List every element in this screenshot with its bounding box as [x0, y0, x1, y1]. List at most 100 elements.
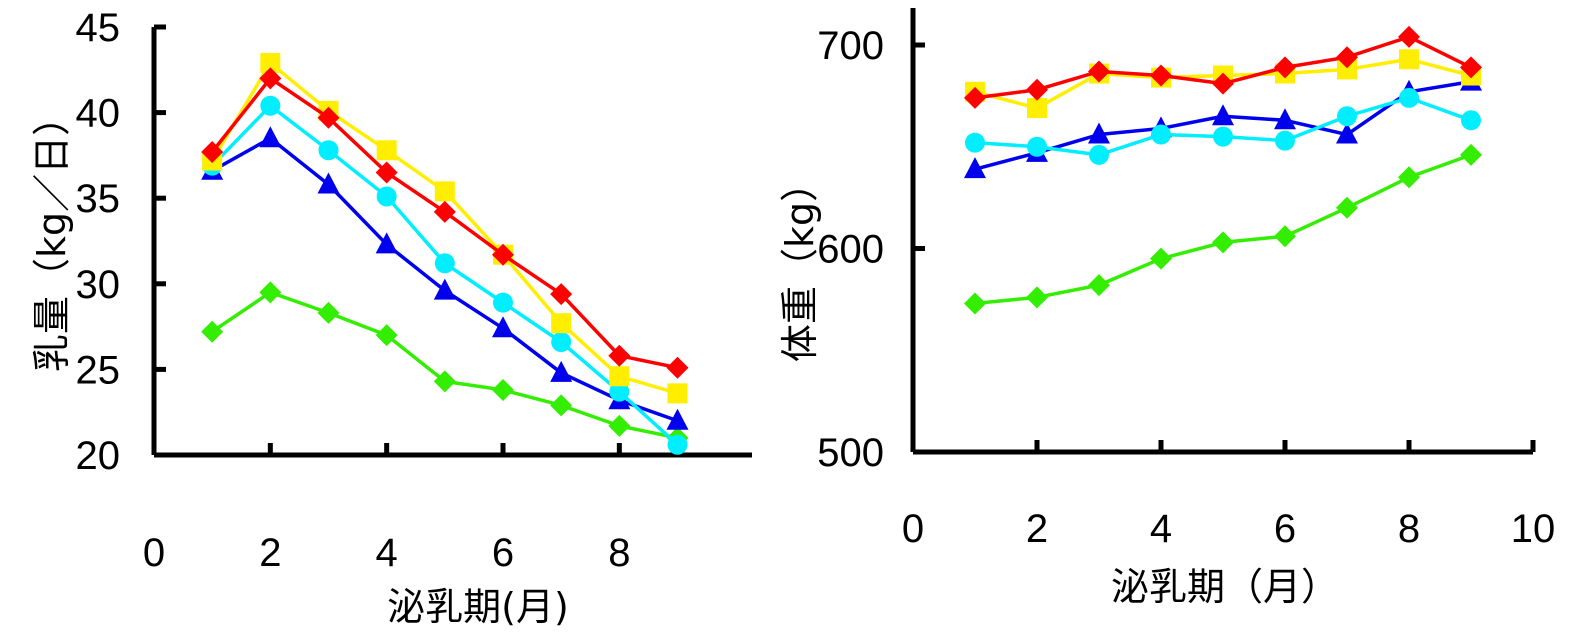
data-point — [317, 106, 340, 129]
data-point — [1398, 25, 1420, 48]
series-5 — [201, 67, 689, 379]
data-point — [375, 324, 398, 347]
data-point — [1460, 143, 1482, 166]
data-point — [551, 332, 572, 353]
data-point — [1337, 59, 1357, 80]
body-weight-chart: 0 2 4 6 8 10 500 600 700 泌乳期（月） 体重（kg） — [778, 8, 1555, 609]
x-tick-label: 4 — [1150, 507, 1172, 551]
data-point — [1027, 136, 1047, 157]
data-point — [433, 200, 456, 223]
series-1 — [201, 281, 689, 449]
data-point — [666, 356, 689, 379]
data-point — [608, 414, 631, 437]
series-3 — [965, 87, 1481, 165]
data-point — [1150, 64, 1172, 87]
data-point — [609, 366, 630, 387]
data-point — [964, 157, 986, 179]
y-tick-label: 40 — [76, 92, 121, 136]
y-tick-label: 35 — [76, 177, 121, 221]
data-point — [1089, 144, 1109, 165]
data-point — [375, 161, 398, 184]
data-point — [1336, 122, 1358, 144]
x-tick-label: 10 — [1511, 507, 1556, 551]
data-point — [375, 232, 398, 254]
x-tick-label: 8 — [608, 531, 630, 575]
y-axis-title: 乳量（kg／日） — [30, 98, 74, 372]
data-point — [1150, 247, 1172, 270]
data-point — [433, 278, 456, 300]
data-point — [1212, 72, 1234, 95]
data-point — [1212, 104, 1234, 126]
x-tick-label: 6 — [1274, 507, 1296, 551]
data-point — [376, 140, 397, 161]
data-point — [1088, 60, 1110, 83]
data-point — [1275, 130, 1295, 151]
data-point — [1398, 166, 1420, 189]
data-point — [493, 292, 513, 313]
data-point — [318, 140, 339, 161]
data-point — [201, 140, 224, 163]
data-point — [1460, 56, 1482, 79]
data-point — [1337, 106, 1357, 127]
data-point — [260, 52, 281, 73]
data-point — [434, 181, 455, 202]
data-point — [1274, 56, 1296, 79]
data-point — [433, 370, 456, 393]
y-axis-title: 体重（kg） — [778, 164, 822, 362]
data-point — [550, 360, 573, 382]
series-1 — [964, 143, 1482, 315]
data-point — [1399, 49, 1419, 70]
y-tick-label: 700 — [817, 24, 884, 68]
x-tick-label: 0 — [143, 531, 165, 575]
data-point — [376, 186, 397, 207]
data-point — [1088, 274, 1110, 297]
data-point — [964, 292, 986, 315]
data-point — [259, 67, 282, 90]
x-axis-title: 泌乳期（月） — [1111, 565, 1339, 609]
y-tick-label: 25 — [76, 348, 121, 392]
data-point — [1026, 78, 1048, 101]
data-point — [1151, 124, 1171, 145]
data-point — [492, 316, 514, 338]
data-point — [609, 381, 630, 402]
data-point — [1274, 225, 1296, 248]
data-point — [492, 378, 514, 401]
data-point — [1088, 122, 1110, 144]
data-point — [1399, 87, 1419, 108]
milk-yield-chart: 0 2 4 6 8 20 25 30 35 40 45 泌乳期(月) 乳量（kg／日） — [30, 6, 752, 629]
data-point — [551, 313, 572, 334]
y-tick-label: 600 — [817, 228, 884, 272]
data-point — [259, 281, 282, 304]
data-point — [201, 320, 224, 343]
data-point — [550, 394, 573, 417]
data-point — [964, 86, 986, 109]
x-tick-label: 2 — [259, 531, 281, 575]
x-tick-label: 6 — [492, 531, 514, 575]
data-point — [1336, 196, 1358, 219]
data-point — [1274, 108, 1296, 130]
y-tick-label: 45 — [76, 6, 121, 50]
data-point — [608, 344, 631, 367]
x-axis-title: 泌乳期(月) — [387, 585, 569, 629]
series-5 — [964, 25, 1482, 109]
data-point — [1212, 231, 1234, 254]
data-point — [1336, 46, 1358, 69]
data-point — [259, 126, 282, 148]
data-point — [434, 253, 455, 274]
x-tick-label: 2 — [1026, 507, 1048, 551]
data-point — [550, 283, 573, 306]
series-line — [974, 79, 1472, 171]
y-tick-label: 20 — [76, 434, 121, 478]
series-3 — [202, 95, 688, 455]
x-tick-label: 0 — [902, 507, 924, 551]
y-tick-label: 500 — [817, 431, 884, 475]
data-point — [492, 243, 514, 266]
data-point — [667, 383, 688, 404]
series-line — [210, 76, 678, 370]
data-point — [1461, 110, 1481, 131]
data-point — [666, 408, 689, 430]
data-point — [317, 301, 340, 324]
data-point — [965, 132, 985, 153]
y-tick-label: 30 — [76, 263, 121, 307]
